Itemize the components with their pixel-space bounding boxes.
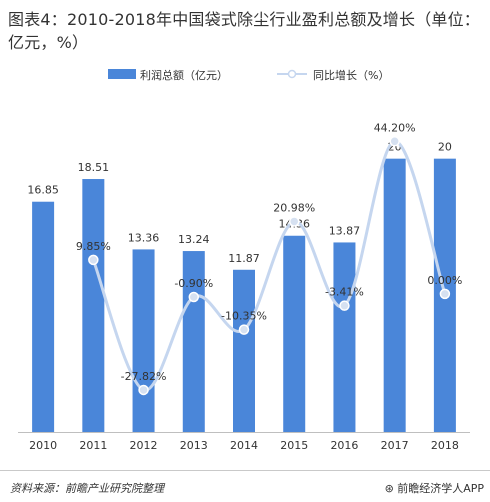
growth-label-2014: -10.35% (221, 310, 267, 323)
growth-point-2013 (188, 291, 200, 303)
growth-label-2013: -0.90% (174, 277, 213, 290)
bar-2017 (383, 158, 406, 432)
brand-logo-icon: ⊛ (384, 482, 394, 495)
legend-line-swatch (277, 69, 307, 79)
legend-bar-label: 利润总额（亿元） (140, 69, 228, 82)
bar-label-2010: 16.85 (27, 184, 59, 197)
bar-label-2013: 13.24 (178, 233, 210, 246)
growth-label-2015: 20.98% (273, 201, 315, 214)
x-tick-2013: 2013 (180, 439, 208, 452)
growth-point-2017 (389, 136, 400, 147)
growth-point-2012 (138, 384, 149, 396)
source-note: 资料来源：前瞻产业研究院整理 (10, 482, 164, 495)
legend-bar-swatch (108, 69, 136, 79)
chart-title: 图表4：2010-2018年中国袋式除尘行业盈利总额及增长（单位：亿元，%） (8, 10, 480, 52)
footer: 资料来源：前瞻产业研究院整理 ⊛ 前瞻经济学人APP (0, 470, 490, 502)
growth-label-2017: 44.20% (374, 121, 416, 134)
x-tick-2014: 2014 (230, 439, 258, 452)
x-tick-2016: 2016 (330, 439, 358, 452)
x-tick-2017: 2017 (381, 439, 409, 452)
chart-plot: 16.8518.5113.3613.2411.8714.3613.8720202… (18, 121, 470, 452)
bar-2015 (283, 235, 306, 432)
bar-2016 (333, 242, 356, 432)
bar-label-2014: 11.87 (228, 252, 260, 265)
bar-2012 (132, 249, 155, 432)
bar-label-2011: 18.51 (78, 161, 110, 174)
bar-label-2018: 20 (438, 141, 452, 154)
growth-point-2018 (439, 288, 451, 300)
growth-label-2012: -27.82% (121, 370, 167, 383)
growth-point-2014 (238, 324, 250, 335)
bar-label-2012: 13.36 (128, 231, 160, 244)
legend-line-label: 同比增长（%） (313, 69, 390, 82)
chart-legend: 利润总额（亿元） 同比增长（%） (0, 66, 490, 82)
x-tick-2011: 2011 (79, 439, 107, 452)
x-tick-2015: 2015 (280, 439, 308, 452)
x-tick-2010: 2010 (29, 439, 57, 452)
growth-point-2016 (339, 300, 350, 311)
growth-point-2015 (288, 216, 300, 227)
growth-label-2011: 9.85% (76, 240, 111, 253)
growth-label-2016: -3.41% (325, 286, 364, 299)
bar-2010 (32, 201, 55, 432)
x-tick-2012: 2012 (130, 439, 158, 452)
growth-point-2011 (88, 254, 99, 266)
x-tick-2018: 2018 (431, 439, 459, 452)
growth-label-2018: 0.00% (427, 274, 462, 287)
brand-name: 前瞻经济学人APP (397, 482, 484, 495)
bar-2014 (233, 269, 255, 432)
bar-2011 (82, 179, 105, 432)
brand-credit: ⊛ 前瞻经济学人APP (383, 480, 484, 496)
bar-label-2016: 13.87 (329, 224, 361, 237)
